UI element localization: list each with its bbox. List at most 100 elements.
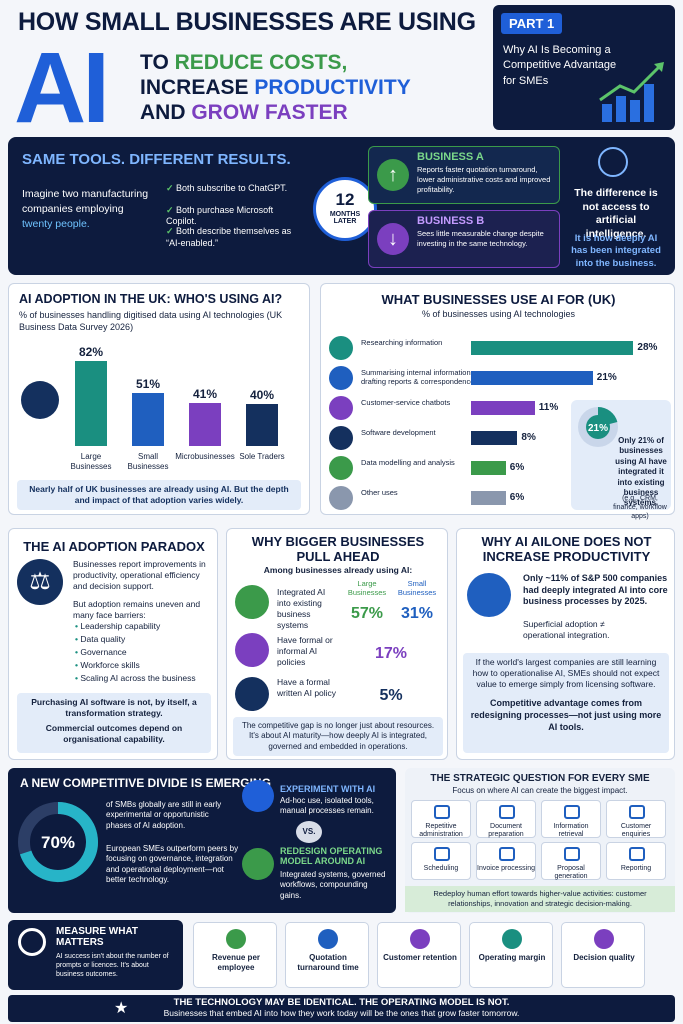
impact-item: Information retrieval (541, 800, 601, 838)
section-subtitle: % of businesses handling digitised data … (19, 310, 283, 332)
option-title: REDESIGN OPERATING MODEL AROUND AI (280, 846, 383, 866)
business-a-text: Reports faster quotation turnaround, low… (417, 165, 551, 194)
category-icon (329, 396, 353, 420)
section-title: MEASURE WHAT MATTERS (56, 926, 139, 948)
value-label: 28% (637, 342, 658, 353)
big-ai: AI (14, 32, 110, 144)
paradox-panel: THE AI ADOPTION PARADOX ⚖ Businesses rep… (8, 528, 218, 760)
item-icon (434, 847, 450, 861)
bar (471, 371, 593, 385)
option-text: Ad-hoc use, isolated tools, manual proce… (280, 796, 374, 816)
head-icon (467, 573, 511, 617)
timer: 12 MONTHS LATER (313, 177, 377, 241)
scales-icon: ⚖ (17, 559, 63, 605)
category-icon (329, 456, 353, 480)
barrier: Governance (75, 647, 126, 658)
impact-item: Proposal generation (541, 842, 601, 880)
section-title: SAME TOOLS. DIFFERENT RESULTS. (22, 151, 291, 168)
section-title: WHY AI AILONE DOES NOT INCREASE PRODUCTI… (481, 534, 652, 564)
bigger-panel: WHY BIGGER BUSINESSES PULL AHEAD Among b… (226, 528, 448, 760)
network-icon (235, 585, 269, 619)
check-item: Both subscribe to ChatGPT. (166, 183, 306, 194)
business-a: ↑ BUSINESS A Reports faster quotation tu… (368, 146, 560, 204)
callout-text: Only 21% of businesses using AI have int… (615, 436, 667, 508)
barrier: Scaling AI across the business (75, 673, 195, 684)
divide-text: of SMBs globally are still in early expe… (106, 800, 222, 830)
callout-example: (e.g., CRM, finance, workflow apps) (613, 495, 667, 521)
tagline-highlight: PRODUCTIVITY (254, 76, 411, 99)
metric-card: Customer retention (377, 922, 461, 988)
adoption-panel: AI ADOPTION IN THE UK: WHO'S USING AI? %… (8, 283, 310, 515)
document-icon (235, 677, 269, 711)
note: Redeploy human effort towards higher-val… (405, 886, 675, 912)
business-a-title: BUSINESS A (417, 151, 484, 163)
option-title: EXPERIMENT WITH AI (280, 784, 376, 794)
category-label: Researching information (361, 338, 443, 347)
part-box: PART 1 Why AI Is Becoming a Competitive … (493, 5, 675, 130)
shield-icon (235, 633, 269, 667)
bar (471, 431, 518, 445)
footer: THE TECHNOLOGY MAY BE IDENTICAL. THE OPE… (8, 995, 675, 1022)
metric-label: Quotation turnaround time (297, 953, 359, 972)
item-icon (499, 805, 515, 819)
business-b: ↓ BUSINESS B Sees little measurable chan… (368, 210, 560, 268)
tagline-highlight: GROW FASTER (191, 101, 348, 124)
metric-label: Decision quality (573, 953, 635, 962)
note-text: Competitive advantage comes from redesig… (470, 698, 662, 732)
main-title: HOW SMALL BUSINESSES ARE USING (18, 8, 476, 36)
section-subtitle: % of businesses using AI technologies (421, 309, 576, 319)
metric-card: Operating margin (469, 922, 553, 988)
row-label: Have a formal written AI policy (277, 677, 337, 699)
part-text: Why AI Is Becoming a Competitive Advanta… (503, 44, 617, 87)
category-label: Software development (361, 428, 436, 437)
category-icon (329, 486, 353, 510)
tagline-text: TO (140, 51, 175, 74)
note: Nearly half of UK businesses are already… (17, 480, 301, 511)
paradox-text: But adoption remains uneven and many fac… (73, 599, 201, 621)
value-label: 8% (521, 432, 536, 443)
row-value: 31% (400, 605, 434, 622)
down-icon: ↓ (377, 223, 409, 255)
business-b-title: BUSINESS B (417, 215, 485, 227)
item-icon (434, 805, 450, 819)
alone-text: Superficial adoption ≠ operational integ… (523, 619, 610, 641)
metric-card: Decision quality (561, 922, 645, 988)
measure-text: AI success isn't about the number of pro… (56, 953, 169, 979)
note-text: Purchasing AI software is not, by itself… (31, 697, 197, 719)
metric-icon (318, 929, 338, 949)
section-title: THE STRATEGIC QUESTION FOR EVERY SME (430, 773, 650, 784)
tagline-text: AND (140, 101, 192, 124)
category-icon (329, 366, 353, 390)
bar (471, 341, 634, 355)
metric-card: Revenue per employee (193, 922, 277, 988)
check-item: Both describe themselves as “AI-enabled.… (166, 225, 296, 249)
bar (132, 392, 164, 446)
value-label: 41% (192, 387, 218, 402)
category-icon (329, 426, 353, 450)
value-label: 11% (538, 402, 559, 413)
vs-badge: VS. (296, 821, 322, 843)
note: If the world's largest companies are sti… (463, 653, 669, 753)
note-text: If the world's largest companies are sti… (472, 657, 660, 690)
bar (471, 491, 506, 505)
category-label: Other uses (361, 488, 398, 497)
item-icon (564, 847, 580, 861)
category-label: Sole Traders (239, 452, 285, 461)
donut-arc (19, 802, 98, 882)
row-label: Have formal or informal AI policies (277, 635, 333, 668)
item-icon (629, 805, 645, 819)
value-label: 21% (596, 372, 617, 383)
category-label: Microbusinesses (175, 452, 235, 461)
intro-text: Imagine two manufacturing companies empl… (22, 188, 149, 216)
star-icon: ★ (114, 1000, 129, 1017)
metric-icon (594, 929, 614, 949)
value-label: 82% (78, 344, 104, 359)
value-label: 51% (135, 376, 161, 391)
category-label: Data modelling and analysis (361, 458, 455, 467)
metric-label: Revenue per employee (211, 953, 261, 972)
gear-icon (242, 848, 274, 880)
value-label: 6% (509, 462, 525, 473)
timer-label: MONTHS LATER (329, 211, 361, 225)
section-title: A NEW COMPETITIVE DIVIDE IS EMERGING (20, 776, 271, 790)
